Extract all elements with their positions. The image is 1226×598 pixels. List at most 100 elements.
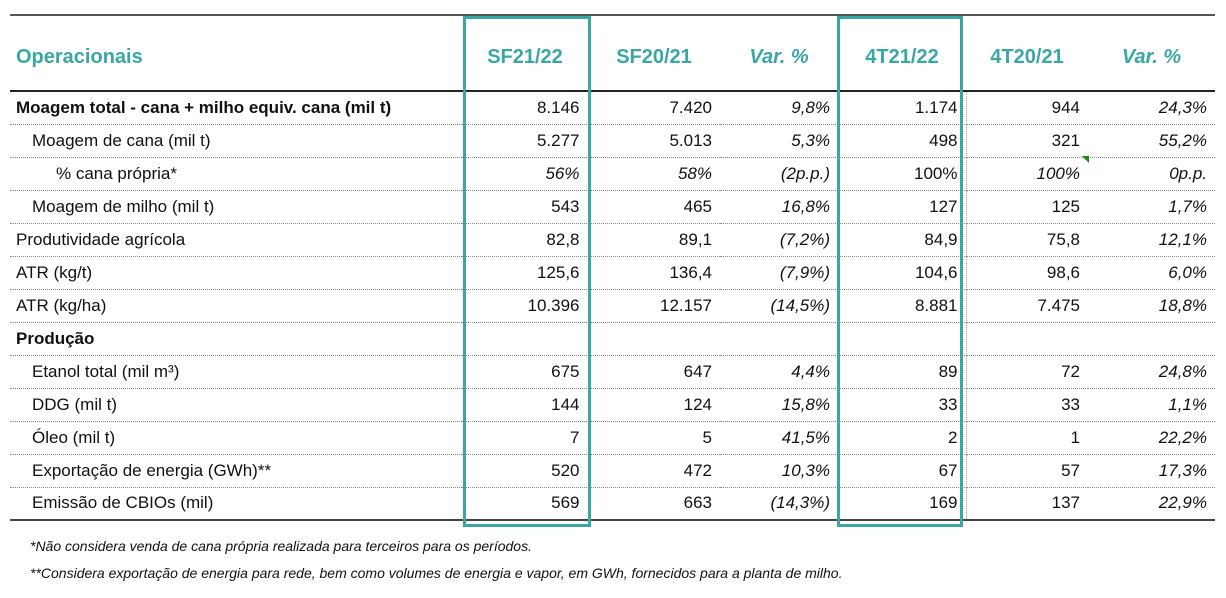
cell-4t2021: 321: [966, 124, 1088, 158]
cell-var-quarter: [1088, 322, 1215, 356]
header-col-sf2122: SF21/22: [462, 14, 588, 92]
row-label: ATR (kg/t): [10, 256, 462, 290]
cell-4t2021: 33: [966, 388, 1088, 422]
operational-table-container: Operacionais SF21/22 SF20/21 Var. % 4T21…: [10, 14, 1215, 521]
cell-sf2122: 144: [462, 388, 589, 422]
cell-sf2122: 543: [462, 190, 589, 224]
cell-4t2021: 944: [966, 91, 1088, 125]
cell-var-quarter: 12,1%: [1088, 223, 1215, 257]
header-row: Operacionais SF21/22 SF20/21 Var. % 4T21…: [10, 14, 1215, 92]
cell-4t2122: 84,9: [838, 223, 967, 257]
cell-sf2021: 647: [588, 355, 720, 389]
cell-var-safra: 9,8%: [720, 91, 838, 125]
cell-var-safra: (7,2%): [720, 223, 838, 257]
cell-4t2122: [838, 322, 967, 356]
cell-var-safra: 4,4%: [720, 355, 838, 389]
cell-var-quarter: 24,3%: [1088, 91, 1215, 125]
cell-sf2021: 58%: [588, 157, 720, 191]
cell-4t2021: 137: [966, 487, 1088, 521]
cell-sf2021: 12.157: [588, 289, 720, 323]
cell-4t2122: 33: [838, 388, 967, 422]
cell-var-quarter: 0p.p.: [1088, 157, 1215, 191]
cell-var-quarter: 6,0%: [1088, 256, 1215, 290]
row-label: Produtividade agrícola: [10, 223, 462, 257]
cell-var-quarter: 1,7%: [1088, 190, 1215, 224]
cell-4t2122: 498: [838, 124, 967, 158]
cell-sf2021: 89,1: [588, 223, 720, 257]
header-label: Operacionais: [10, 14, 462, 92]
footnote-2: **Considera exportação de energia para r…: [30, 565, 843, 581]
cell-4t2021: 100%: [966, 157, 1088, 191]
header-col-var-quarter: Var. %: [1088, 14, 1215, 92]
cell-var-quarter: 18,8%: [1088, 289, 1215, 323]
cell-sf2122: 520: [462, 454, 589, 488]
table-body: Moagem total - cana + milho equiv. cana …: [10, 91, 1215, 521]
cell-sf2021: 7.420: [588, 91, 720, 125]
header-col-sf2021: SF20/21: [588, 14, 720, 92]
cell-sf2122: 56%: [462, 157, 589, 191]
cell-var-quarter: 17,3%: [1088, 454, 1215, 488]
table-row: ATR (kg/t) 125,6 136,4 (7,9%) 104,6 98,6 6,0%: [10, 256, 1215, 290]
table-row: Moagem de milho (mil t) 543 465 16,8% 127 125…: [10, 190, 1215, 224]
table-row: Exportação de energia (GWh)** 520 472 10,3%…: [10, 454, 1215, 488]
cell-4t2021: 75,8: [966, 223, 1088, 257]
cell-sf2021: [588, 322, 720, 356]
footnote-1: *Não considera venda de cana própria rea…: [30, 538, 532, 554]
cell-var-quarter: 22,2%: [1088, 421, 1215, 455]
cell-4t2122: 67: [838, 454, 967, 488]
cell-sf2122: 82,8: [462, 223, 589, 257]
table-row: % cana própria* 56% 58% (2p.p.) 100% 100% 0p.p…: [10, 157, 1215, 191]
cell-4t2122: 8.881: [838, 289, 967, 323]
header-col-4t2021: 4T20/21: [966, 14, 1088, 92]
row-label: Moagem total - cana + milho equiv. cana …: [10, 91, 462, 125]
cell-sf2021: 136,4: [588, 256, 720, 290]
cell-sf2021: 124: [588, 388, 720, 422]
cell-4t2122: 1.174: [838, 91, 967, 125]
cell-sf2122: 8.146: [462, 91, 589, 125]
row-label: ATR (kg/ha): [10, 289, 462, 323]
cell-sf2122: 5.277: [462, 124, 589, 158]
table-row: ATR (kg/ha) 10.396 12.157 (14,5%) 8.881 7.475…: [10, 289, 1215, 323]
table-row: Produtividade agrícola 82,8 89,1 (7,2%) 84,9…: [10, 223, 1215, 257]
cell-4t2021: 98,6: [966, 256, 1088, 290]
cell-sf2122: 10.396: [462, 289, 589, 323]
cell-var-safra: (14,3%): [720, 487, 838, 521]
cell-sf2122: 125,6: [462, 256, 589, 290]
cell-sf2021: 465: [588, 190, 720, 224]
cell-sf2122: 675: [462, 355, 589, 389]
table-row: DDG (mil t) 144 124 15,8% 33 33 1,1%: [10, 388, 1215, 422]
cell-4t2122: 2: [838, 421, 967, 455]
cell-sf2122: 569: [462, 487, 589, 521]
cell-var-quarter: 22,9%: [1088, 487, 1215, 521]
cell-sf2122: 7: [462, 421, 589, 455]
cell-4t2122: 104,6: [838, 256, 967, 290]
cell-sf2122: [462, 322, 589, 356]
cell-var-safra: 15,8%: [720, 388, 838, 422]
table-row: Emissão de CBIOs (mil) 569 663 (14,3%) 169 13…: [10, 487, 1215, 521]
cell-4t2021: 72: [966, 355, 1088, 389]
cell-4t2122: 169: [838, 487, 967, 521]
cell-var-safra: (7,9%): [720, 256, 838, 290]
table-row: Moagem de cana (mil t) 5.277 5.013 5,3% 498 3…: [10, 124, 1215, 158]
header-col-4t2122: 4T21/22: [838, 14, 966, 92]
cell-sf2021: 5: [588, 421, 720, 455]
cell-4t2122: 100%: [838, 157, 967, 191]
cell-4t2021: 1: [966, 421, 1088, 455]
cell-var-safra: 5,3%: [720, 124, 838, 158]
cell-var-safra: [720, 322, 838, 356]
cell-4t2021: 57: [966, 454, 1088, 488]
cell-4t2021: [966, 322, 1088, 356]
row-label: Moagem de milho (mil t): [10, 190, 462, 224]
table-row: Produção: [10, 322, 1215, 356]
cell-sf2021: 5.013: [588, 124, 720, 158]
row-label: Óleo (mil t): [10, 421, 462, 455]
operational-table: Operacionais SF21/22 SF20/21 Var. % 4T21…: [10, 14, 1215, 521]
row-label: Etanol total (mil m³): [10, 355, 462, 389]
cell-var-quarter: 1,1%: [1088, 388, 1215, 422]
header-col-var-safra: Var. %: [720, 14, 838, 92]
cell-4t2122: 127: [838, 190, 967, 224]
cell-var-safra: 10,3%: [720, 454, 838, 488]
table-row: Moagem total - cana + milho equiv. cana …: [10, 91, 1215, 125]
cell-4t2021: 125: [966, 190, 1088, 224]
table-row: Etanol total (mil m³) 675 647 4,4% 89 72 24,8%: [10, 355, 1215, 389]
